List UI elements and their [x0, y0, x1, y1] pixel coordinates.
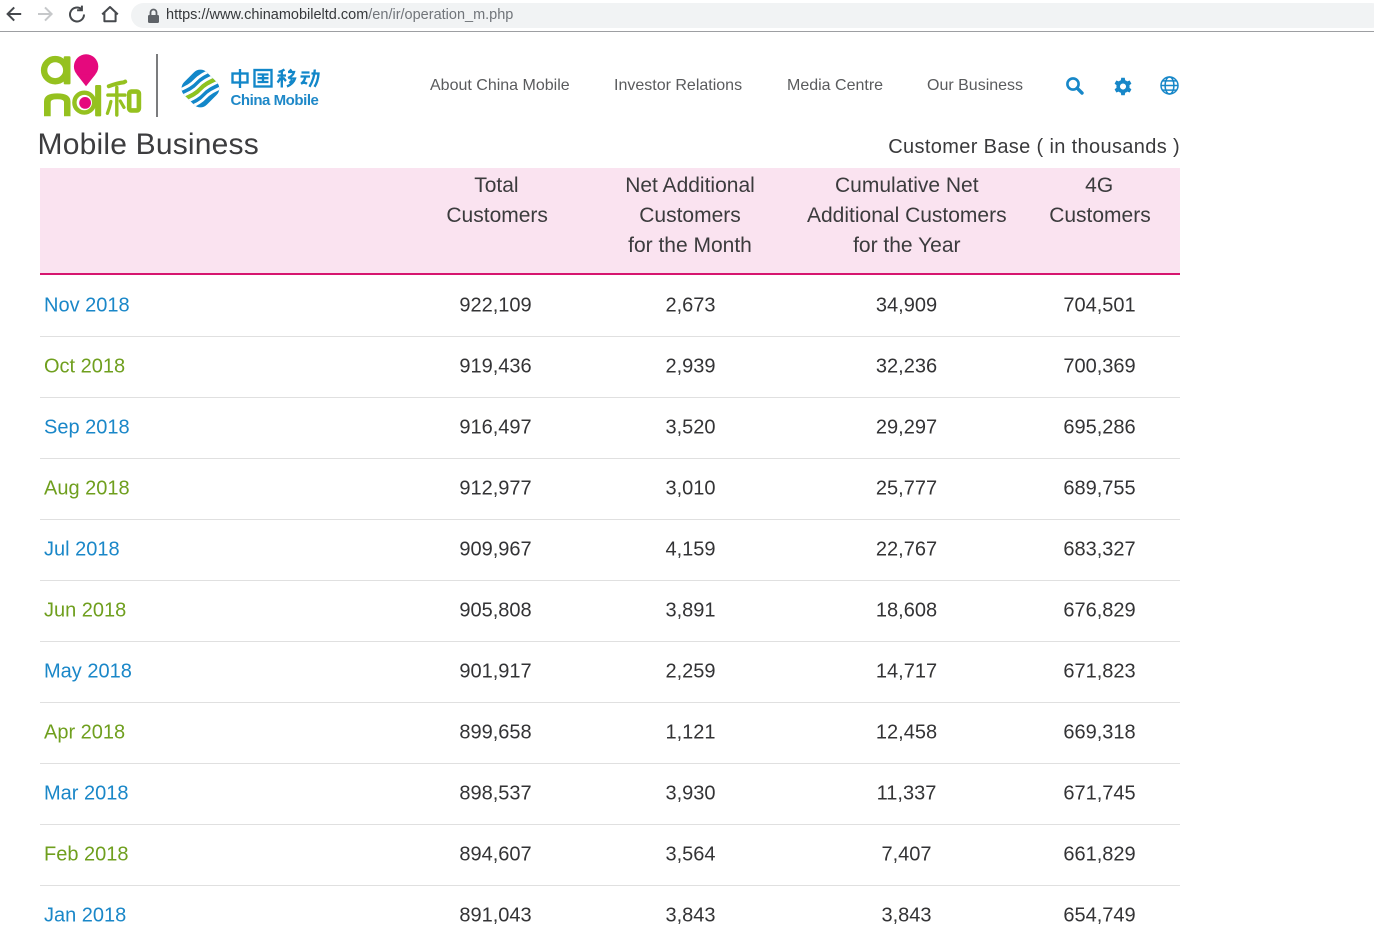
svg-text:China Mobile: China Mobile	[231, 92, 319, 109]
